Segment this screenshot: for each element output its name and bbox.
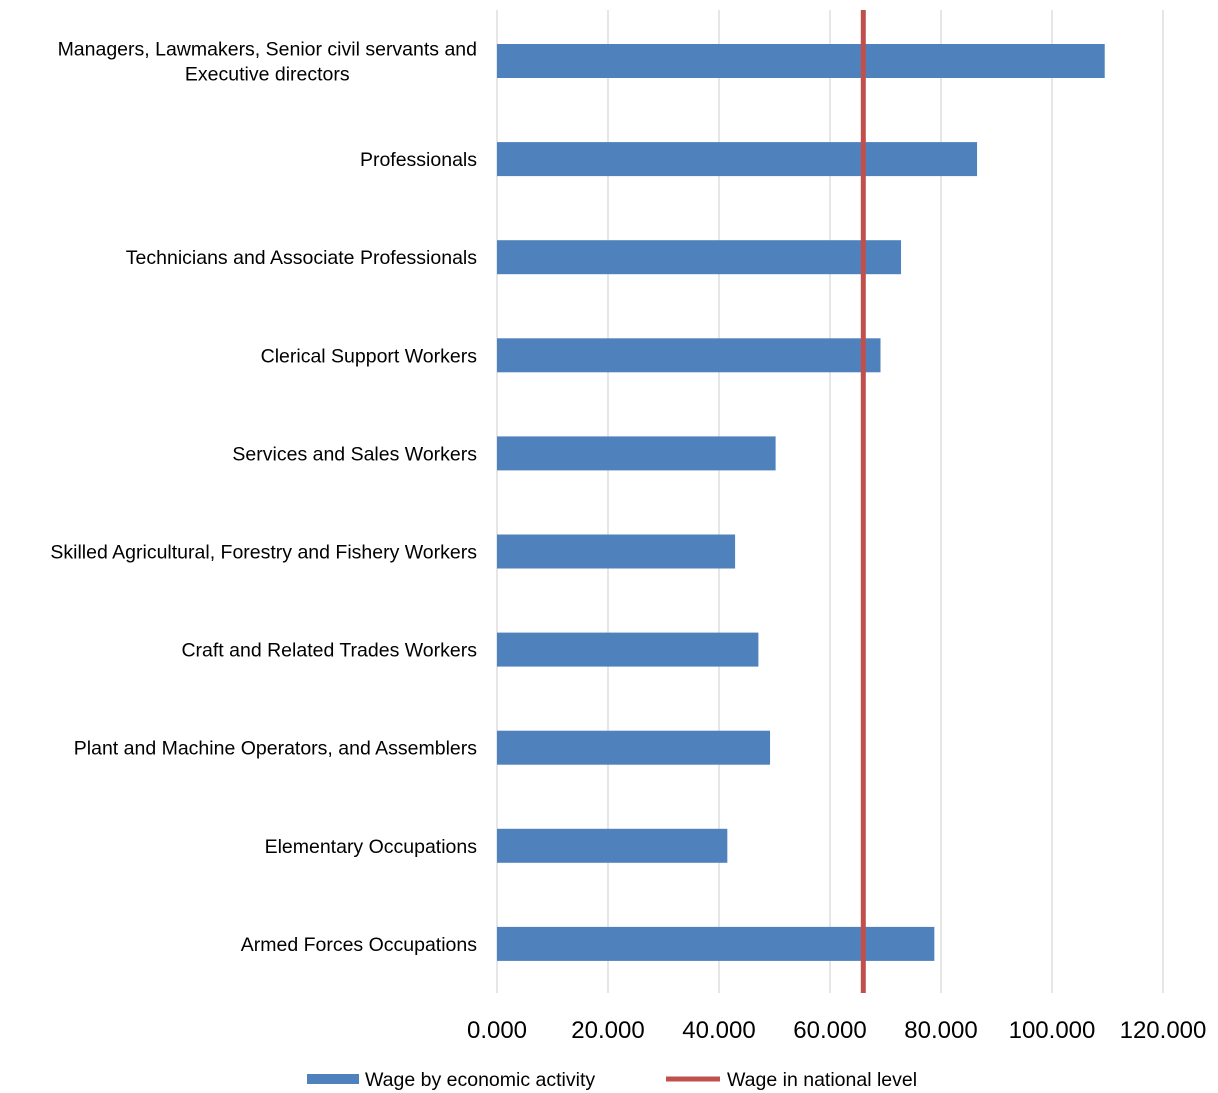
bar bbox=[497, 240, 902, 275]
x-tick-label: 20.000 bbox=[571, 1017, 644, 1044]
category-label: Services and Sales Workers bbox=[232, 443, 477, 465]
bar bbox=[497, 730, 771, 765]
category-label: Professionals bbox=[360, 149, 477, 171]
x-tick-label: 120.000 bbox=[1120, 1017, 1207, 1044]
category-label: Managers, Lawmakers, Senior civil servan… bbox=[58, 39, 477, 86]
x-tick-label: 80.000 bbox=[904, 1017, 977, 1044]
category-label: Armed Forces Occupations bbox=[241, 934, 478, 956]
category-label: Technicians and Associate Professionals bbox=[126, 247, 477, 269]
x-tick-label: 0.000 bbox=[467, 1017, 527, 1044]
x-tick-label: 40.000 bbox=[682, 1017, 755, 1044]
category-label: Plant and Machine Operators, and Assembl… bbox=[74, 738, 477, 760]
category-label: Craft and Related Trades Workers bbox=[181, 640, 477, 662]
x-axis-tick-labels: 0.000 20.000 40.000 60.000 80.000 100.000 120.… bbox=[467, 1017, 1206, 1044]
x-tick-label: 60.000 bbox=[793, 1017, 866, 1044]
bar bbox=[497, 632, 759, 667]
bar bbox=[497, 828, 728, 863]
bar bbox=[497, 926, 935, 961]
legend: Wage by economic activity Wage in nationa… bbox=[307, 1069, 917, 1091]
bars bbox=[497, 44, 1105, 961]
category-labels: Managers, Lawmakers, Senior civil servan… bbox=[50, 39, 477, 956]
x-tick-label: 100.000 bbox=[1009, 1017, 1096, 1044]
bar bbox=[497, 436, 776, 471]
legend-label: Wage by economic activity bbox=[365, 1069, 595, 1091]
legend-swatch bbox=[307, 1074, 359, 1084]
category-label: Clerical Support Workers bbox=[261, 345, 478, 367]
legend-swatch bbox=[666, 1076, 720, 1082]
bar bbox=[497, 534, 736, 569]
bar bbox=[497, 44, 1105, 78]
bar bbox=[497, 338, 881, 373]
category-label: Elementary Occupations bbox=[265, 836, 478, 858]
bar bbox=[497, 142, 978, 177]
legend-item: Wage in national level bbox=[666, 1069, 917, 1091]
legend-item: Wage by economic activity bbox=[307, 1069, 595, 1091]
legend-label: Wage in national level bbox=[727, 1069, 917, 1091]
category-label: Skilled Agricultural, Forestry and Fishe… bbox=[50, 542, 477, 564]
